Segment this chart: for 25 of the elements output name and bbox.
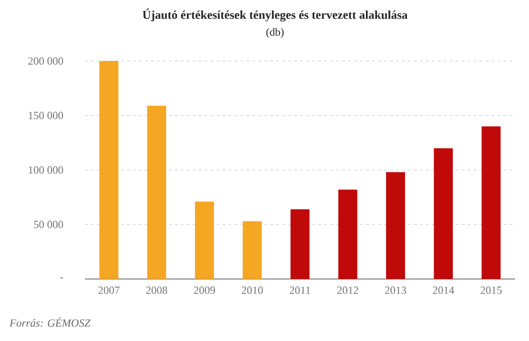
x-tick-label: 2014 [432,286,454,294]
bar [338,190,358,279]
bar [290,209,310,279]
x-tick-label: 2015 [480,286,502,294]
x-tick-label: 2009 [194,286,215,294]
x-tick-label: 2013 [385,286,406,294]
bar [147,106,166,279]
bar [434,148,453,279]
x-tick-label: 2012 [337,286,358,294]
x-tick-label: 2007 [98,286,120,294]
bar [194,202,214,279]
chart-title: Újautó értékesítések tényleges és tervezett alakulása [142,8,408,22]
y-tick-label: 50 000 [34,220,64,228]
y-tick-label: 100 000 [28,166,64,174]
x-tick-label: 2010 [242,286,263,294]
bar [386,172,406,279]
text: Forrás: GÉMOSZ [9,317,91,327]
bar [482,126,501,279]
x-tick-label: 2011 [290,286,310,294]
x-tick-label: 2008 [146,286,168,294]
bar [242,221,262,279]
bar [99,60,118,279]
chart-subtitle: (db) [266,28,284,38]
y-tick-label: 200 000 [28,57,64,65]
y-tick-label: 150 000 [28,112,64,120]
